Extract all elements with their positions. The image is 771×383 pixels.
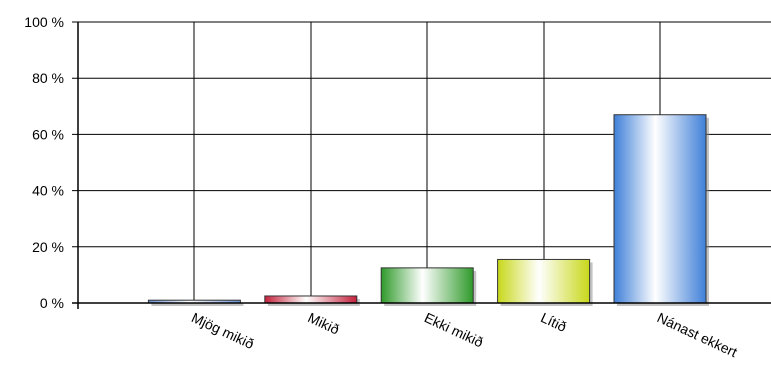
bar	[497, 258, 591, 304]
bars	[147, 114, 709, 306]
y-tick-label: 80 %	[32, 70, 64, 86]
x-category-label: Mikið	[306, 309, 343, 337]
y-tick-label: 60 %	[32, 126, 64, 142]
y-axis-ticks: 0 % 20 % 40 % 60 % 80 % 100 %	[24, 14, 64, 311]
y-tick-label: 100 %	[24, 14, 64, 30]
bar	[613, 114, 707, 304]
y-tick-label: 20 %	[32, 239, 64, 255]
bar-shadow	[151, 303, 244, 306]
x-category-label: Lítið	[538, 309, 569, 335]
x-category-label: Nánast ekkert	[655, 309, 740, 360]
x-category-label: Mjög mikið	[189, 309, 257, 352]
x-axis-labels: Mjög mikið Mikið Ekki mikið Lítið Nánast ekk…	[189, 309, 740, 360]
y-tick-label: 0 %	[40, 295, 64, 311]
x-category-label: Ekki mikið	[422, 309, 486, 350]
gridlines	[72, 21, 771, 304]
y-tick-label: 40 %	[32, 183, 64, 199]
bar	[264, 295, 358, 304]
bar	[380, 267, 474, 304]
